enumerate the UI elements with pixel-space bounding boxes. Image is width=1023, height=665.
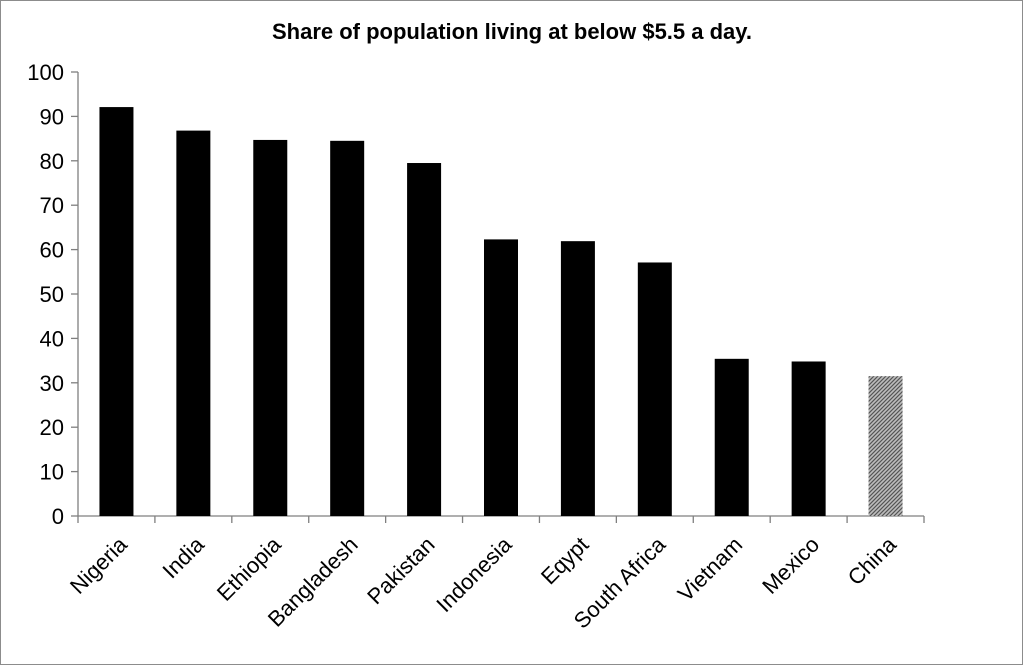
- bar-pakistan: [407, 163, 442, 516]
- y-tick-label: 0: [52, 504, 64, 529]
- y-tick-label: 10: [40, 460, 64, 485]
- y-tick-label: 70: [40, 193, 64, 218]
- x-tick-label: China: [843, 531, 902, 590]
- chart-title: Share of population living at below $5.5…: [272, 19, 752, 44]
- x-tick-label: India: [157, 531, 209, 583]
- x-tick-label: Vietnam: [673, 532, 747, 606]
- x-tick-label: Eqypt: [536, 532, 593, 589]
- plot-area: 0 10 20 30 40 50 60 70 80 90 100 Nigeria India Ethiop…: [27, 60, 925, 633]
- bar-eqypt: [560, 241, 595, 516]
- x-tick-label: Mexico: [757, 532, 824, 599]
- y-tick-label: 80: [40, 149, 64, 174]
- bar-india: [176, 130, 211, 516]
- x-tick-label: Ethiopia: [212, 531, 286, 605]
- bar-ethiopia: [253, 139, 288, 516]
- x-tick-label: Nigeria: [65, 531, 133, 599]
- y-tick-label: 60: [40, 238, 64, 263]
- bar-nigeria: [99, 107, 134, 517]
- bar-indonesia: [484, 239, 518, 516]
- y-tick-label: 100: [27, 60, 64, 85]
- bar-bangladesh: [330, 140, 365, 516]
- y-tick-label: 20: [40, 415, 64, 440]
- x-tick-label: Pakistan: [362, 532, 439, 609]
- bar-vietnam: [714, 358, 749, 516]
- bar-mexico: [791, 361, 826, 516]
- y-tick-label: 30: [40, 371, 64, 396]
- y-tick-label: 40: [40, 326, 64, 351]
- y-tick-label: 50: [40, 282, 64, 307]
- bar-china: [868, 376, 903, 516]
- bar-south-africa: [637, 262, 672, 516]
- x-tick-label: Indonesia: [431, 531, 517, 617]
- y-tick-label: 90: [40, 104, 64, 129]
